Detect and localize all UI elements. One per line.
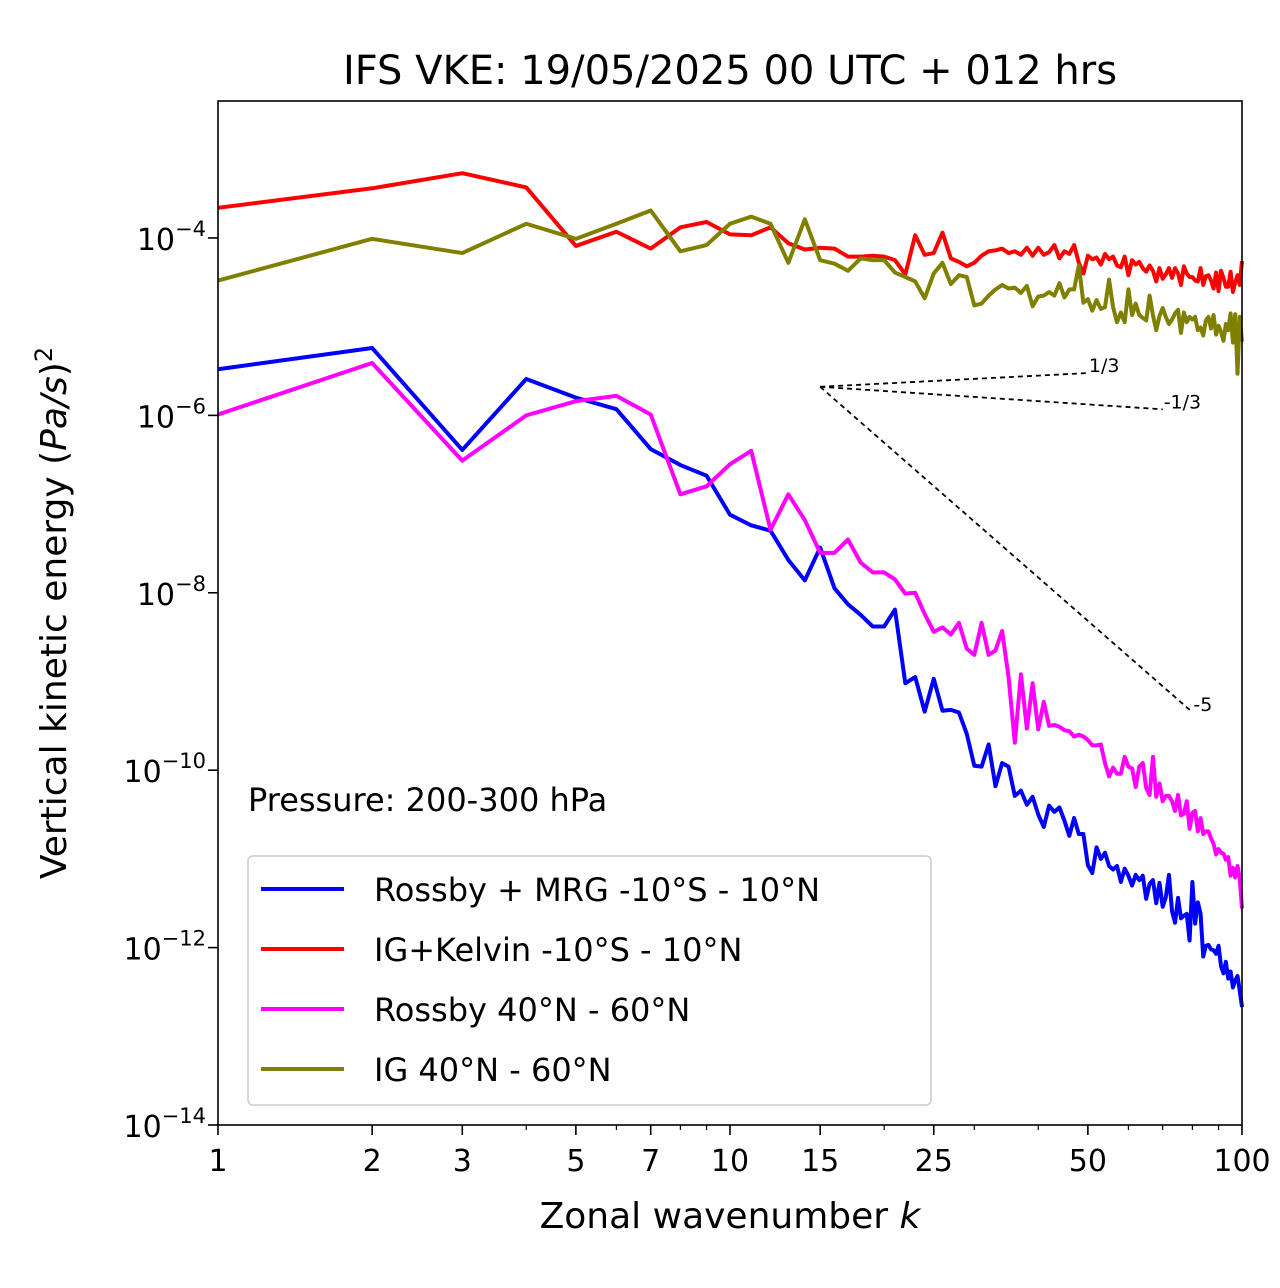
x-tick-label: 1 [208, 1144, 227, 1179]
reference-line-1 [820, 372, 1088, 388]
y-axis-label-variable: Pa/s [34, 376, 75, 451]
y-tick-exponent: −4 [175, 217, 206, 241]
series-line-ig-midlatitude [217, 208, 1244, 376]
legend-label-ig-midlatitude: IG 40°N - 60°N [374, 1051, 612, 1089]
legend-box [247, 855, 932, 1106]
y-tick-label: 10−12 [123, 927, 206, 968]
y-tick-label: 10−14 [123, 1104, 206, 1145]
chart-title: IFS VKE: 19/05/2025 00 UTC + 012 hrs [343, 48, 1117, 94]
y-tick-base: 10 [123, 755, 161, 790]
legend: Rossby + MRG -10°S - 10°N IG+Kelvin -10°S… [247, 855, 932, 1106]
reference-line-2 [820, 385, 1163, 411]
legend-label-rossby-mrg-equatorial: Rossby + MRG -10°S - 10°N [374, 871, 820, 909]
x-tick-label: 15 [801, 1144, 839, 1179]
y-tick-base: 10 [137, 223, 175, 258]
legend-entries: Rossby + MRG -10°S - 10°N IG+Kelvin -10°S… [261, 871, 820, 1089]
y-axis-label: Vertical kinetic energy (Pa/s)2 [30, 347, 75, 879]
y-tick-label: 10−4 [137, 217, 206, 258]
series-line-rossby-midlatitude [217, 361, 1244, 909]
y-tick-base: 10 [123, 933, 161, 968]
y-axis-label-exponent: 2 [30, 347, 58, 362]
pressure-annotation: Pressure: 200-300 hPa [248, 781, 607, 819]
y-tick-base: 10 [137, 578, 175, 613]
x-axis-label-variable: k [900, 1196, 923, 1237]
legend-label-rossby-midlatitude: Rossby 40°N - 60°N [374, 991, 690, 1029]
y-axis-label-suffix: ) [34, 362, 75, 376]
x-axis-ticks: 1 2 3 5 7 10 15 25 50 100 [208, 1125, 1271, 1179]
series-line-rossby-mrg-equatorial [217, 345, 1244, 1008]
y-tick-base: 10 [137, 400, 175, 435]
x-tick-label: 3 [453, 1144, 472, 1179]
y-tick-label: 10−8 [137, 572, 206, 613]
y-tick-label: 10−6 [137, 394, 206, 435]
series-line-ig-kelvin-equatorial [217, 171, 1244, 295]
y-tick-exponent: −12 [162, 927, 206, 951]
reference-line-3 [819, 386, 1193, 713]
y-tick-exponent: −8 [175, 572, 206, 596]
legend-label-ig-kelvin-equatorial: IG+Kelvin -10°S - 10°N [374, 931, 742, 969]
x-axis-label: Zonal wavenumber k [540, 1196, 923, 1237]
x-axis-label-text: Zonal wavenumber [540, 1196, 900, 1237]
y-tick-exponent: −10 [162, 749, 206, 773]
y-tick-label: 10−10 [123, 749, 206, 790]
y-tick-base: 10 [123, 1110, 161, 1145]
reference-line-label: 1/3 [1089, 355, 1120, 377]
x-tick-label: 50 [1069, 1144, 1107, 1179]
x-tick-label: 7 [641, 1144, 660, 1179]
x-tick-label: 2 [363, 1144, 382, 1179]
reference-slope-lines: 1/3 -1/3 -5 [819, 355, 1212, 716]
reference-line-label: -5 [1193, 694, 1212, 716]
series-layer [217, 171, 1244, 1008]
y-tick-exponent: −14 [162, 1104, 206, 1128]
y-axis-label-text: Vertical kinetic energy ( [34, 451, 75, 879]
y-tick-exponent: −6 [175, 394, 206, 418]
x-tick-label: 5 [566, 1144, 585, 1179]
x-tick-label: 25 [915, 1144, 953, 1179]
x-tick-label: 10 [711, 1144, 749, 1179]
x-tick-label: 100 [1213, 1144, 1270, 1179]
reference-line-label: -1/3 [1164, 391, 1201, 413]
